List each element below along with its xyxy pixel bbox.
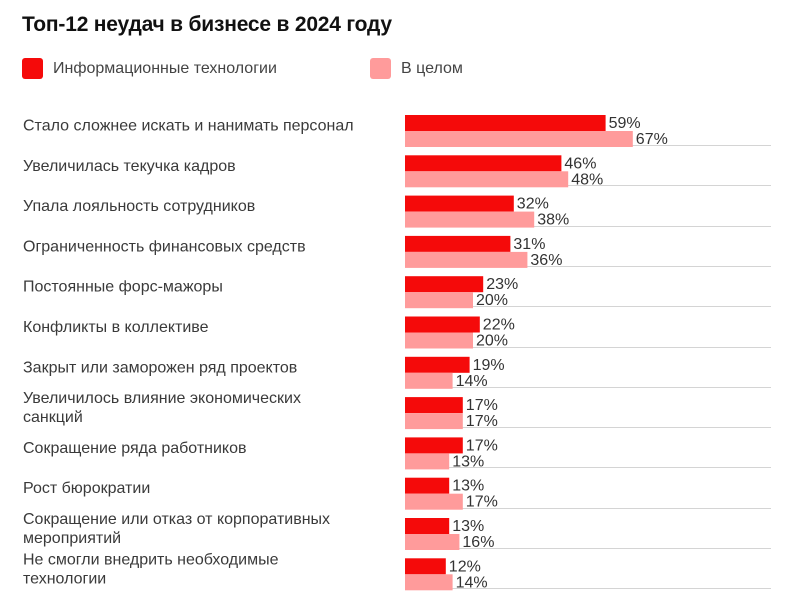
- category-label-line: Увеличилось влияние экономических: [23, 390, 301, 407]
- value-label-it: 19%: [473, 357, 505, 374]
- category-label-line: Сокращение или отказ от корпоративных: [23, 511, 330, 528]
- bar-overall: [405, 251, 528, 268]
- value-label-overall: 20%: [476, 292, 508, 309]
- category-label-line: технологии: [23, 570, 106, 587]
- category-label: Сокращение ряда работников: [23, 440, 247, 457]
- category-label-line: Не смогли внедрить необходимые: [23, 551, 279, 568]
- value-label-overall: 38%: [537, 212, 569, 229]
- bar-overall: [405, 372, 453, 389]
- bar-it: [405, 155, 562, 172]
- bar-overall: [405, 534, 460, 550]
- category-label: Постоянные форс-мажоры: [23, 279, 223, 296]
- category-label-line: Конфликты в коллективе: [23, 319, 209, 336]
- bar-overall: [405, 493, 463, 510]
- category-label-line: мероприятий: [23, 530, 121, 547]
- category-label: Ограниченность финансовых средств: [23, 238, 306, 255]
- category-label: Увеличилось влияние экономических санкций: [23, 390, 301, 426]
- value-label-overall: 20%: [476, 333, 508, 350]
- legend-label-it: Информационные технологии: [53, 59, 277, 77]
- value-label-it: 17%: [466, 397, 498, 414]
- bar-it: [405, 558, 446, 575]
- category-label-line: Увеличилась текучка кадров: [23, 158, 236, 175]
- category-label-line: Рост бюрократии: [23, 480, 150, 497]
- value-label-it: 46%: [564, 155, 596, 172]
- bar-it: [405, 477, 450, 494]
- value-label-overall: 14%: [456, 373, 488, 390]
- category-label-line: Сокращение ряда работников: [23, 440, 247, 457]
- value-label-it: 59%: [609, 115, 641, 132]
- legend-item-overall: В целом: [370, 58, 463, 79]
- bar-it: [405, 518, 450, 534]
- value-label-it: 22%: [483, 317, 515, 334]
- bar-it: [405, 316, 480, 333]
- legend-label-overall: В целом: [401, 59, 463, 77]
- category-label-line: Постоянные форс-мажоры: [23, 279, 223, 296]
- category-label: Не смогли внедрить необходимые технологии: [23, 551, 279, 587]
- bar-overall: [405, 211, 535, 228]
- value-label-it: 13%: [452, 478, 484, 495]
- bar-it: [405, 195, 514, 212]
- category-label: Закрыт или заморожен ряд проектов: [23, 359, 297, 376]
- category-label: Конфликты в коллективе: [23, 319, 209, 336]
- bar-overall: [405, 332, 473, 349]
- category-label: Упала лояльность сотрудников: [23, 198, 255, 215]
- bar-overall: [405, 171, 569, 188]
- category-label: Стало сложнее искать и нанимать персонал: [23, 118, 354, 135]
- bar-overall: [405, 413, 463, 430]
- value-label-it: 17%: [466, 437, 498, 454]
- value-label-overall: 16%: [462, 534, 494, 551]
- category-label-line: Закрыт или заморожен ряд проектов: [23, 359, 297, 376]
- bar-it: [405, 115, 606, 131]
- value-label-it: 23%: [486, 276, 518, 293]
- value-label-it: 13%: [452, 518, 484, 535]
- value-label-overall: 36%: [530, 252, 562, 269]
- chart-title: Топ-12 неудач в бизнесе в 2024 году: [22, 13, 392, 36]
- category-label-line: Ограниченность финансовых средств: [23, 238, 306, 255]
- value-label-overall: 17%: [466, 494, 498, 511]
- bar-it: [405, 235, 511, 252]
- bar-it: [405, 276, 484, 293]
- category-label-line: Стало сложнее искать и нанимать персонал: [23, 118, 354, 135]
- value-label-overall: 17%: [466, 413, 498, 430]
- value-label-overall: 67%: [636, 131, 668, 148]
- value-label-overall: 48%: [571, 171, 603, 188]
- value-label-it: 32%: [517, 196, 549, 213]
- category-label-line: Упала лояльность сотрудников: [23, 198, 255, 215]
- bar-it: [405, 397, 463, 414]
- bar-overall: [405, 131, 633, 147]
- bar-it: [405, 437, 463, 454]
- value-label-overall: 14%: [456, 574, 488, 591]
- category-label: Увеличилась текучка кадров: [23, 158, 236, 175]
- legend-swatch-overall: [370, 58, 391, 79]
- value-label-overall: 13%: [452, 453, 484, 470]
- legend-swatch-it: [22, 58, 43, 79]
- bar-overall: [405, 574, 453, 591]
- category-label: Сокращение или отказ от корпоративных мер…: [23, 511, 330, 547]
- category-label: Рост бюрократии: [23, 480, 150, 497]
- legend-item-it: Информационные технологии: [22, 58, 277, 79]
- category-label-line: санкций: [23, 409, 83, 426]
- chart-legend: Информационные технологии В целом: [0, 58, 795, 82]
- bar-it: [405, 356, 470, 373]
- bar-overall: [405, 292, 473, 309]
- value-label-it: 12%: [449, 558, 481, 575]
- bar-overall: [405, 453, 450, 470]
- value-label-it: 31%: [513, 236, 545, 253]
